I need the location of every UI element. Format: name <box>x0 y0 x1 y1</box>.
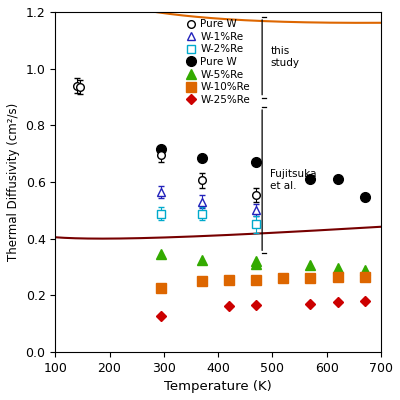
Legend: Pure W, W-1%Re, W-2%Re, Pure W, W-5%Re, W-10%Re, W-25%Re: Pure W, W-1%Re, W-2%Re, Pure W, W-5%Re, … <box>184 17 252 107</box>
Y-axis label: Thermal Diffusivity (cm²/s): Thermal Diffusivity (cm²/s) <box>7 103 20 261</box>
Text: this
study: this study <box>270 46 299 68</box>
X-axis label: Temperature (K): Temperature (K) <box>164 380 272 393</box>
Text: Fujitsuka
et al.: Fujitsuka et al. <box>270 169 317 191</box>
